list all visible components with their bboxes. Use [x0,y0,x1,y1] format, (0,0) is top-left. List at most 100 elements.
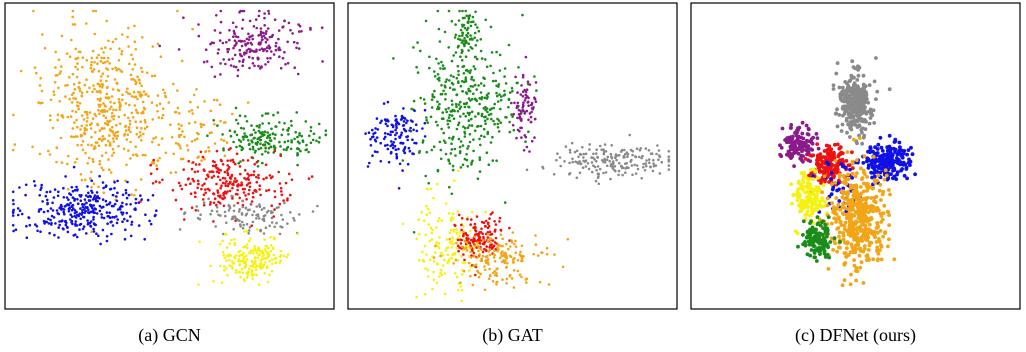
scatter-point-cluster-2 [87,199,91,202]
scatter-point-cluster-7 [507,247,510,251]
scatter-point-cluster-7 [512,258,515,261]
scatter-point-cluster-1 [463,37,466,40]
scatter-point-cluster-3 [260,65,263,69]
scatter-point-cluster-4 [261,114,264,117]
scatter-point-cluster-6 [854,186,859,190]
scatter-point-cluster-1 [465,14,468,18]
scatter-point-cluster-3 [896,157,901,162]
scatter-point-cluster-6 [196,216,200,220]
scatter-point-cluster-5 [421,250,424,254]
scatter-point-cluster-0 [480,134,483,138]
scatter-point-cluster-0 [455,93,458,97]
scatter-point-cluster-3 [897,140,902,145]
scatter-point-cluster-0 [424,19,428,23]
scatter-point-cluster-5 [182,168,185,171]
scatter-point-cluster-3 [259,30,263,33]
scatter-point-cluster-0 [835,61,840,65]
scatter-point-cluster-5 [258,188,261,191]
scatter-point-cluster-6 [484,219,488,223]
scatter-point-cluster-2 [74,224,77,227]
scatter-point-cluster-2 [86,219,89,222]
scatter-point-cluster-5 [236,184,239,187]
scatter-point-cluster-0 [458,150,462,153]
scatter-point-cluster-2 [143,238,146,241]
scatter-point-cluster-2 [81,211,84,214]
scatter-point-cluster-0 [486,117,489,121]
scatter-point-cluster-7 [241,260,245,263]
scatter-point-cluster-0 [64,84,67,87]
scatter-point-cluster-2 [92,196,96,199]
scatter-point-cluster-4 [239,160,242,163]
scatter-point-cluster-0 [106,60,109,63]
scatter-point-cluster-4 [281,128,285,131]
scatter-point-cluster-7 [258,263,262,266]
scatter-point-cluster-6 [489,213,493,216]
scatter-point-cluster-0 [861,73,866,78]
scatter-point-cluster-5 [194,163,198,166]
scatter-point-cluster-2 [403,146,407,149]
scatter-point-cluster-0 [181,130,184,133]
scatter-point-cluster-0 [86,143,90,147]
scatter-point-cluster-0 [447,126,451,129]
scatter-point-cluster-0 [127,26,130,30]
scatter-point-cluster-0 [90,170,93,174]
scatter-point-cluster-4 [592,152,595,156]
scatter-point-cluster-2 [98,209,102,213]
scatter-point-cluster-0 [106,56,110,60]
scatter-point-cluster-6 [839,223,844,228]
scatter-point-cluster-0 [67,154,70,158]
scatter-point-cluster-2 [837,146,842,151]
scatter-point-cluster-6 [834,216,839,221]
scatter-point-cluster-3 [882,164,887,169]
scatter-point-cluster-4 [609,177,612,181]
scatter-point-cluster-2 [833,167,837,172]
scatter-point-cluster-7 [197,283,200,286]
scatter-point-cluster-2 [45,190,49,194]
scatter-point-cluster-0 [845,90,849,95]
scatter-point-cluster-6 [855,171,859,176]
scatter-point-cluster-5 [425,213,428,216]
scatter-point-cluster-0 [485,93,489,97]
scatter-point-cluster-6 [888,192,892,197]
scatter-point-cluster-3 [228,38,231,42]
scatter-point-cluster-1 [174,111,178,114]
scatter-point-cluster-3 [298,24,302,28]
scatter-point-cluster-0 [480,96,484,99]
scatter-point-cluster-1 [191,112,194,115]
scatter-point-cluster-6 [478,231,481,234]
scatter-point-cluster-4 [248,147,252,151]
scatter-point-cluster-0 [176,9,179,13]
scatter-point-cluster-3 [257,41,261,45]
scatter-point-cluster-0 [448,119,452,123]
scatter-point-cluster-4 [556,152,559,155]
scatter-point-cluster-2 [379,160,383,163]
scatter-point-cluster-2 [124,228,127,231]
scatter-point-cluster-2 [823,179,827,184]
scatter-point-cluster-3 [522,101,525,104]
scatter-point-cluster-6 [845,229,849,233]
scatter-point-cluster-6 [247,232,250,235]
scatter-point-cluster-2 [134,207,137,210]
scatter-point-cluster-1 [143,127,147,130]
scatter-point-cluster-2 [121,193,125,197]
scatter-point-cluster-1 [212,98,216,102]
scatter-point-cluster-6 [850,230,855,235]
scatter-point-cluster-7 [493,253,496,257]
scatter-point-cluster-0 [120,50,124,53]
scatter-point-cluster-4 [206,134,209,137]
scatter-point-cluster-0 [516,81,519,85]
scatter-point-cluster-4 [594,179,598,183]
scatter-point-cluster-7 [238,263,241,266]
scatter-point-cluster-5 [202,168,206,171]
scatter-point-cluster-6 [252,210,256,213]
scatter-point-cluster-0 [437,107,441,111]
scatter-point-cluster-3 [320,26,324,30]
scatter-point-cluster-0 [465,92,469,95]
scatter-point-cluster-7 [488,248,491,252]
scatter-point-cluster-5 [455,275,459,279]
scatter-point-cluster-1 [800,131,805,136]
scatter-point-cluster-7 [274,261,277,265]
scatter-point-cluster-6 [858,224,863,229]
scatter-point-cluster-0 [491,135,494,139]
scatter-point-cluster-2 [94,199,98,203]
